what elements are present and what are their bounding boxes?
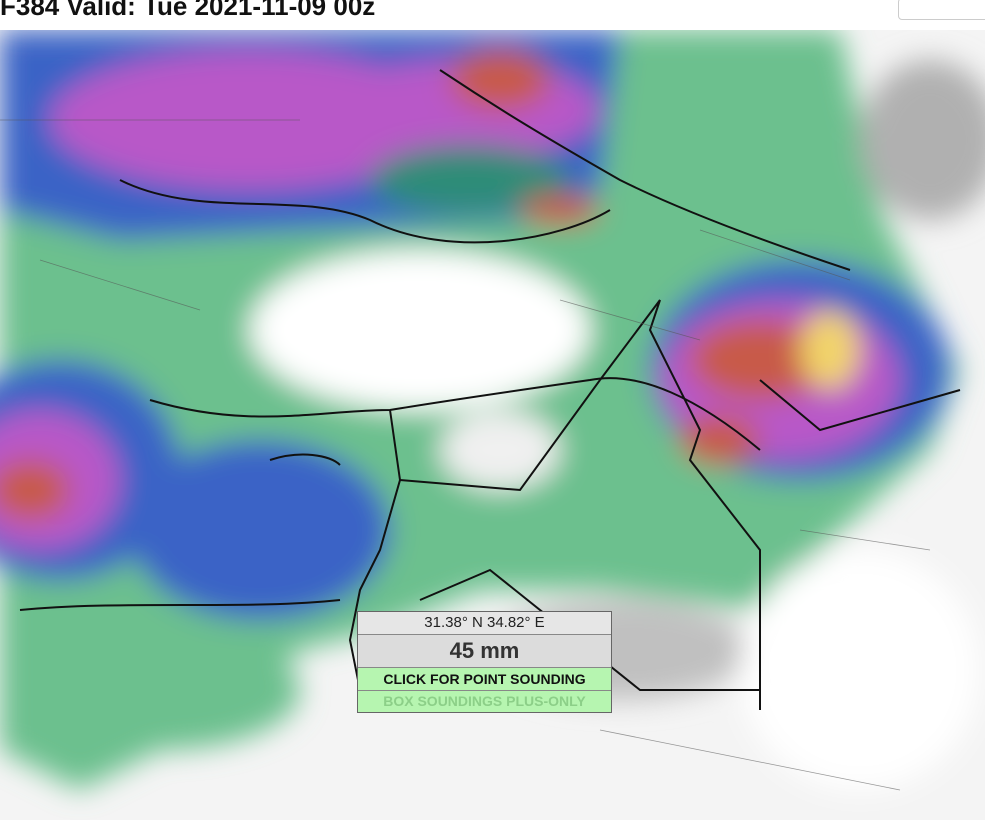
value: 45 mm <box>358 635 611 668</box>
map[interactable] <box>0 30 985 820</box>
box-sounding-note: BOX SOUNDINGS PLUS-ONLY <box>358 691 611 712</box>
tooltip: 31.38° N 34.82° E 45 mm CLICK FOR POINT … <box>357 611 612 713</box>
header-title: F384 Valid: Tue 2021-11-09 00z <box>0 0 376 21</box>
coordinates: 31.38° N 34.82° E <box>358 612 611 635</box>
point-sounding-button[interactable]: CLICK FOR POINT SOUNDING <box>358 668 611 691</box>
top-control[interactable] <box>898 0 985 20</box>
